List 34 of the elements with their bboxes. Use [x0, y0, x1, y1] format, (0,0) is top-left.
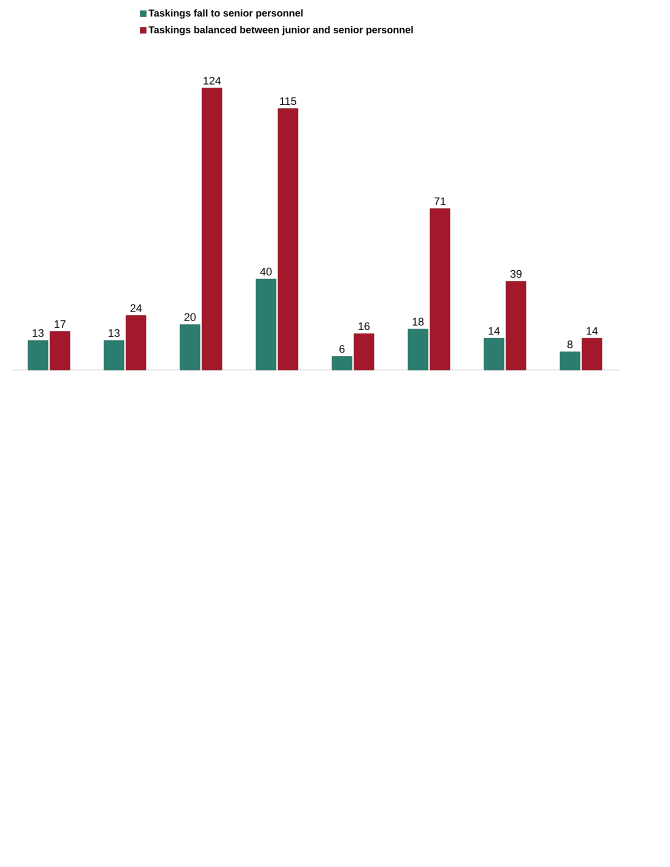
data-label: 17 [54, 320, 66, 328]
legend-label: Taskings fall to senior personnel [148, 9, 303, 19]
data-label: 6 [340, 345, 345, 353]
data-label: 13 [32, 329, 44, 337]
bar [50, 331, 70, 370]
bar [560, 352, 580, 370]
bar [408, 328, 428, 370]
data-label: 24 [130, 304, 142, 312]
data-label: 16 [358, 322, 370, 330]
data-label: 14 [488, 327, 500, 335]
data-label: 18 [412, 318, 424, 326]
data-label: 14 [586, 327, 598, 335]
legend-label: Taskings balanced between junior and senior personnel [148, 26, 413, 36]
bar [28, 340, 48, 370]
bar [126, 315, 146, 370]
bar [256, 278, 276, 370]
data-label: 115 [280, 97, 296, 105]
data-label: 40 [260, 268, 272, 276]
bar [180, 324, 200, 370]
bar [484, 338, 504, 370]
data-label: 39 [510, 270, 522, 278]
bar [278, 108, 298, 370]
bar [354, 333, 374, 370]
data-label: 124 [204, 76, 221, 84]
data-label: 20 [184, 313, 196, 322]
bar [202, 88, 222, 370]
bar [506, 281, 526, 370]
bar [332, 356, 352, 370]
bar [430, 208, 450, 370]
data-label: 71 [434, 197, 446, 206]
data-label: 13 [108, 329, 120, 337]
bar [104, 340, 124, 370]
bar [582, 338, 602, 370]
data-label: 8 [567, 340, 573, 348]
